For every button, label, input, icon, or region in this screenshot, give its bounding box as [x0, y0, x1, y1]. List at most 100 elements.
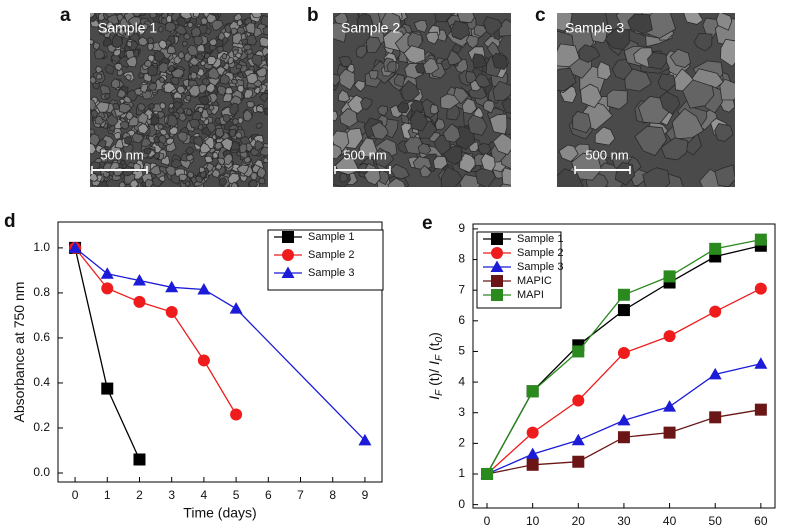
grain: [138, 28, 146, 36]
marker: [754, 357, 768, 369]
grain: [659, 91, 681, 115]
panel-letter: d: [4, 211, 16, 232]
grain: [111, 34, 124, 49]
legend-marker: [282, 231, 294, 243]
legend-label: Sample 2: [308, 249, 354, 261]
marker: [133, 295, 146, 308]
panel-letter: c: [535, 5, 546, 26]
grain: [260, 15, 268, 27]
grain: [127, 16, 142, 27]
grain: [125, 73, 132, 81]
grain: [229, 102, 239, 117]
grain: [200, 17, 209, 25]
marker: [197, 283, 211, 295]
legend-marker: [491, 247, 503, 259]
grain: [347, 94, 367, 114]
grain: [222, 93, 233, 103]
marker: [663, 270, 676, 283]
grain: [167, 107, 175, 114]
grain: [113, 49, 121, 57]
grain: [606, 89, 628, 110]
y-axis-label-part: Absorbance at 750 nm: [11, 282, 27, 423]
grain: [262, 26, 268, 35]
grain: [254, 86, 261, 95]
grain: [590, 27, 609, 44]
y-axis-label: Absorbance at 750 nm: [11, 282, 27, 423]
grain: [440, 93, 461, 110]
grain: [137, 123, 149, 135]
grain: [492, 80, 511, 101]
grain: [150, 114, 160, 126]
grain: [400, 80, 421, 102]
grain: [627, 13, 653, 34]
grain: [192, 13, 200, 18]
series-line: [74, 247, 141, 460]
grain: [111, 78, 121, 89]
x-tick-label: 8: [329, 488, 336, 502]
grain: [177, 51, 185, 59]
y-tick-label: 0.0: [33, 465, 50, 479]
grain: [147, 102, 155, 110]
grain: [465, 34, 479, 49]
grain: [90, 172, 99, 182]
y-tick-label: 0: [458, 497, 465, 511]
grain: [157, 123, 164, 130]
grain: [489, 113, 508, 135]
grain: [137, 36, 148, 47]
grain: [182, 40, 189, 47]
panel-letter: b: [307, 5, 319, 26]
grain: [333, 143, 343, 160]
grain: [248, 179, 259, 187]
grain: [413, 19, 428, 33]
legend-marker: [491, 233, 503, 245]
y-axis-label-part: (t: [426, 342, 442, 355]
grain: [474, 73, 492, 88]
legend-label: MAPI: [517, 289, 544, 301]
grain: [671, 107, 705, 140]
grain: [262, 156, 268, 164]
marker: [709, 411, 722, 424]
marker: [617, 288, 630, 301]
grain: [386, 60, 397, 73]
x-tick-label: 60: [754, 514, 768, 525]
grain: [657, 73, 676, 92]
x-tick-label: 40: [663, 514, 677, 525]
scale-label: 500 nm: [100, 147, 143, 162]
grain: [558, 144, 579, 162]
legend-label: Sample 1: [308, 231, 354, 243]
grain: [90, 143, 97, 155]
grain: [165, 21, 177, 33]
grain: [129, 179, 140, 187]
image-label: Sample 3: [565, 20, 624, 36]
grain: [501, 167, 511, 186]
grain: [207, 66, 220, 80]
grain: [368, 70, 379, 80]
grain: [188, 118, 201, 128]
legend-label: Sample 1: [517, 233, 563, 245]
grain: [208, 104, 215, 111]
grain: [108, 125, 116, 132]
grain: [214, 141, 223, 150]
marker: [754, 282, 767, 295]
marker: [481, 467, 494, 480]
marker: [132, 274, 146, 286]
grain: [163, 81, 177, 94]
panel-letter: e: [422, 213, 433, 234]
grain: [693, 32, 713, 52]
marker: [571, 433, 585, 446]
grain: [90, 38, 95, 46]
marker: [229, 302, 243, 314]
grain: [434, 13, 453, 23]
grain: [374, 149, 395, 168]
marker: [663, 426, 676, 439]
x-axis-label: Time (days): [183, 505, 256, 521]
grain: [178, 173, 189, 182]
grain: [642, 167, 671, 187]
grain: [682, 79, 715, 109]
grain: [131, 132, 144, 144]
grain: [99, 147, 107, 154]
grain: [185, 180, 191, 187]
grain: [104, 63, 115, 75]
grain: [104, 92, 111, 100]
marker: [101, 382, 114, 395]
